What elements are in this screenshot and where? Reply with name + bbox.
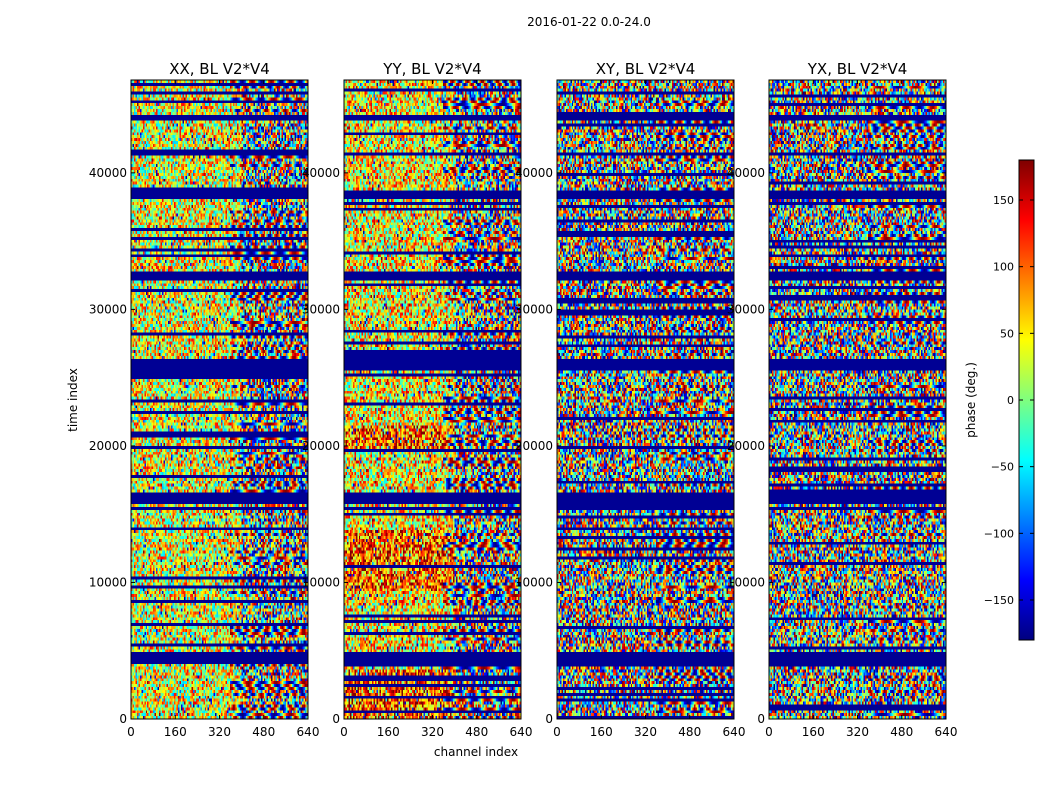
y-tick-label: 20000 <box>727 439 765 453</box>
colorbar-ticks: −150 −100 −50 0 50 100 150 <box>984 194 1034 607</box>
heatmap-panel-yx: YX, BL V2*V4 0 160 320 480 640 0 10000 20000 3000… <box>727 60 958 739</box>
colorbar-tick-label: 100 <box>993 261 1014 274</box>
y-tick-label: 20000 <box>302 439 340 453</box>
colorbar: −150 −100 −50 0 50 100 150 phase (deg.) <box>964 159 1035 641</box>
x-tick-label: 320 <box>421 725 444 739</box>
colorbar-tick-label: 0 <box>1007 394 1014 407</box>
y-tick-label: 30000 <box>302 302 340 316</box>
heatmap-panels: XX, BL V2*V4 0 160 320 480 640 0 10000 20000 3000… <box>89 60 958 739</box>
y-tick-label: 0 <box>757 712 765 726</box>
y-tick-label: 30000 <box>89 302 127 316</box>
x-tick-label: 480 <box>678 725 701 739</box>
y-tick-label: 20000 <box>515 439 553 453</box>
colorbar-tick-label: −150 <box>984 594 1014 607</box>
heatmap-panel-yy: YY, BL V2*V4 0 160 320 480 640 0 10000 20000 3000… <box>302 60 533 739</box>
x-tick-label: 160 <box>590 725 613 739</box>
colorbar-tick-label: −100 <box>984 527 1014 540</box>
x-tick-label: 320 <box>208 725 231 739</box>
x-tick-label: 480 <box>252 725 275 739</box>
panel-title: XX, BL V2*V4 <box>169 60 270 78</box>
y-tick-label: 0 <box>332 712 340 726</box>
x-tick-label: 0 <box>340 725 348 739</box>
y-tick-label: 30000 <box>727 302 765 316</box>
x-tick-label: 0 <box>553 725 561 739</box>
panel-title: YX, BL V2*V4 <box>807 60 908 78</box>
y-tick-label: 40000 <box>89 166 127 180</box>
y-tick-label: 40000 <box>727 166 765 180</box>
colorbar-tick-label: −50 <box>991 461 1014 474</box>
y-tick-label: 0 <box>119 712 127 726</box>
y-tick-label: 30000 <box>515 302 553 316</box>
y-tick-label: 40000 <box>302 166 340 180</box>
y-tick-label: 10000 <box>89 575 127 589</box>
x-tick-label: 160 <box>377 725 400 739</box>
x-tick-label: 320 <box>846 725 869 739</box>
x-axis-label: channel index <box>434 745 518 759</box>
y-tick-label: 10000 <box>302 575 340 589</box>
y-tick-label: 40000 <box>515 166 553 180</box>
x-tick-label: 0 <box>765 725 773 739</box>
y-tick-label: 20000 <box>89 439 127 453</box>
x-tick-label: 480 <box>890 725 913 739</box>
x-tick-label: 480 <box>465 725 488 739</box>
x-tick-label: 640 <box>935 725 958 739</box>
heatmap-image <box>557 80 734 719</box>
heatmap-panel-xy: XY, BL V2*V4 0 160 320 480 640 0 10000 20000 3000… <box>515 60 746 739</box>
heatmap-image <box>131 80 308 719</box>
heatmap-panel-xx: XX, BL V2*V4 0 160 320 480 640 0 10000 20000 3000… <box>89 60 320 739</box>
x-tick-label: 0 <box>127 725 135 739</box>
x-tick-label: 320 <box>634 725 657 739</box>
colorbar-label: phase (deg.) <box>964 362 978 438</box>
figure-suptitle: 2016-01-22 0.0-24.0 <box>527 15 651 29</box>
y-axis-label: time index <box>66 368 80 432</box>
heatmap-image <box>769 80 946 719</box>
x-tick-label: 640 <box>297 725 320 739</box>
heatmap-image <box>344 80 521 719</box>
colorbar-tick-label: 150 <box>993 194 1014 207</box>
x-tick-label: 160 <box>802 725 825 739</box>
x-tick-label: 160 <box>164 725 187 739</box>
colorbar-tick-label: 50 <box>1000 327 1014 340</box>
x-tick-label: 640 <box>510 725 533 739</box>
panel-title: YY, BL V2*V4 <box>382 60 481 78</box>
panel-title: XY, BL V2*V4 <box>596 60 696 78</box>
y-tick-label: 10000 <box>727 575 765 589</box>
y-tick-label: 10000 <box>515 575 553 589</box>
x-tick-label: 640 <box>723 725 746 739</box>
y-tick-label: 0 <box>545 712 553 726</box>
